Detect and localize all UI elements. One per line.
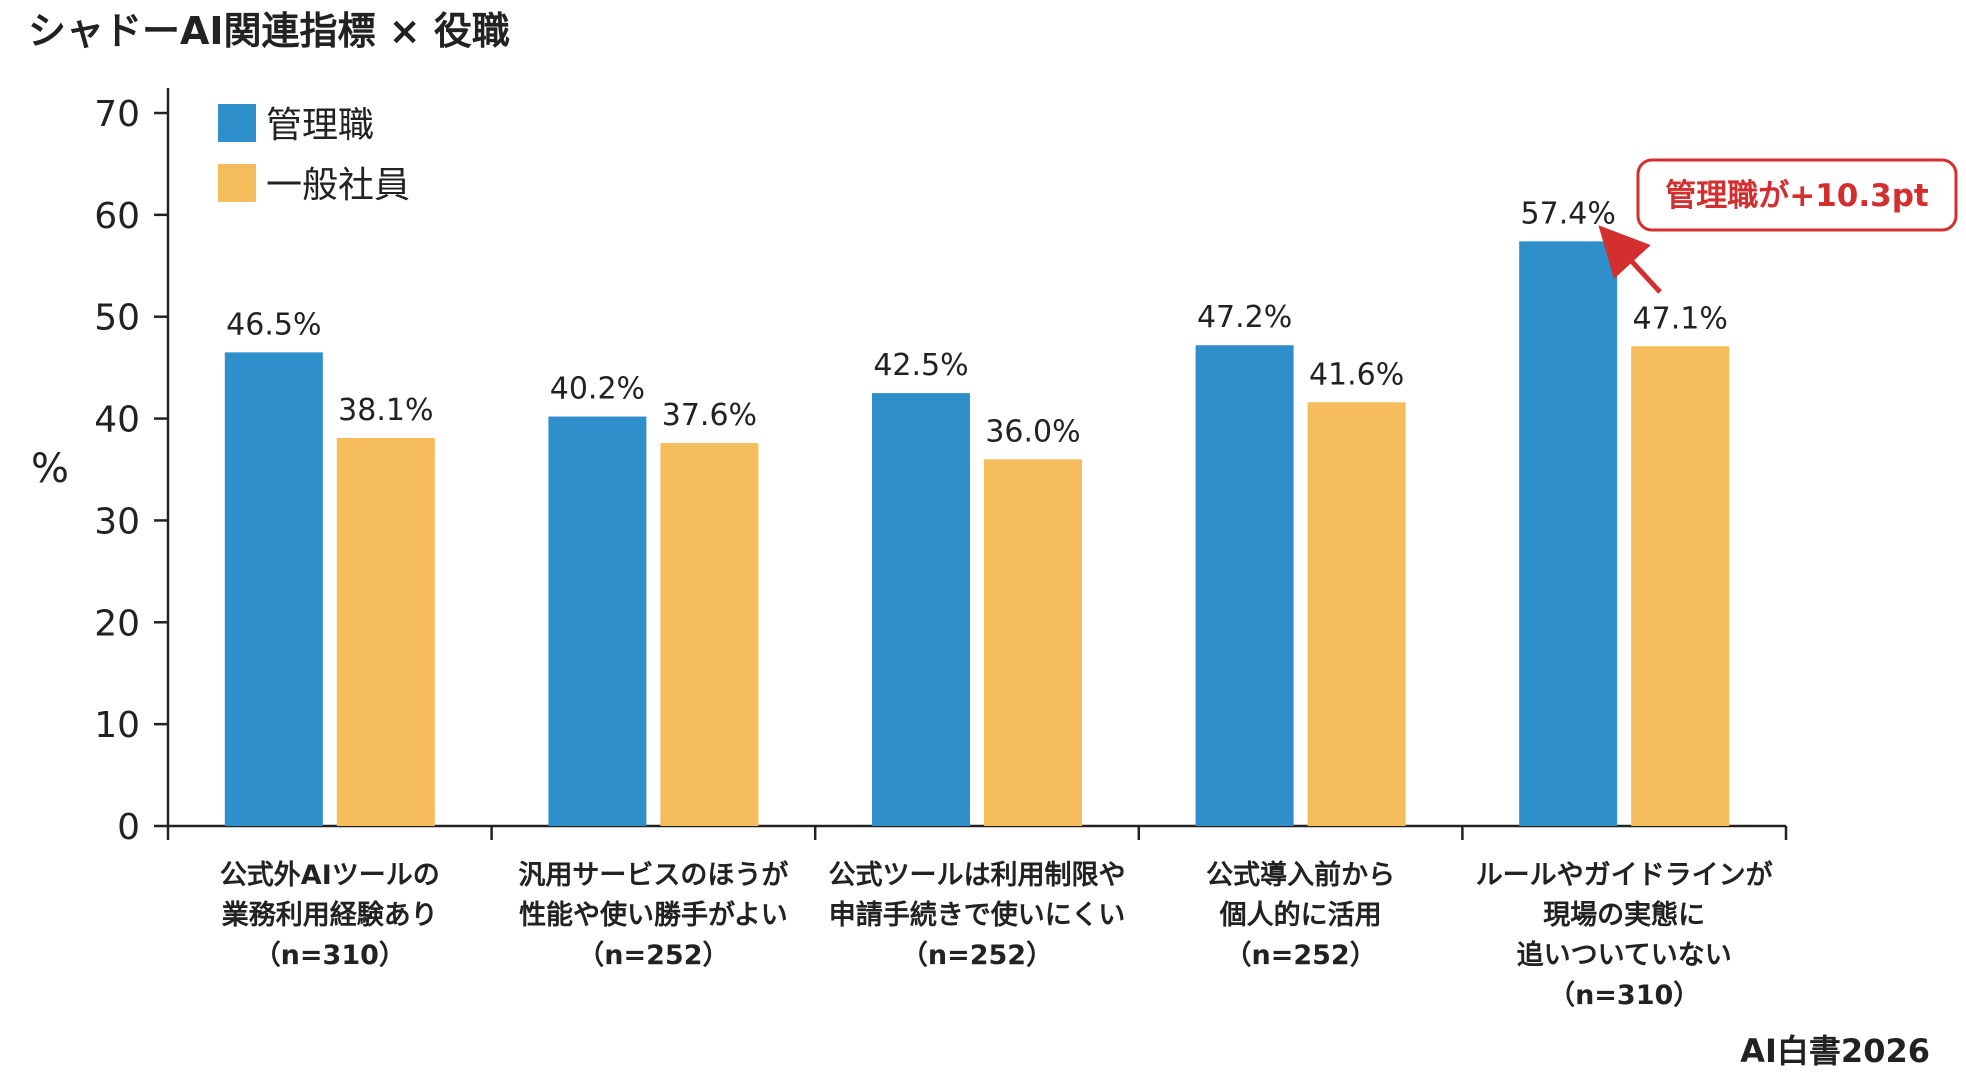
y-axis-label: % (31, 446, 69, 492)
bar-manager-0 (224, 352, 323, 826)
legend: 管理職 一般社員 (218, 104, 410, 206)
y-tick-label: 50 (94, 298, 140, 339)
value-label-employee-2: 36.0% (985, 414, 1080, 449)
bar-manager-4 (1519, 241, 1618, 827)
annotation-arrow (1598, 225, 1662, 294)
legend-label-manager: 管理職 (266, 105, 374, 146)
category-labels: 公式外AIツールの業務利用経験あり （n=310） 汎用サービスのほうが性能や使い勝… (220, 859, 1773, 1011)
category-label-line: 公式導入前から (1206, 859, 1395, 891)
category-label-line: （n=310） (1548, 980, 1700, 1011)
annotation-box (1636, 158, 1958, 232)
category-label-line: 性能や使い勝手がよい (519, 899, 788, 931)
value-label-employee-1: 37.6% (662, 398, 757, 433)
category-label-line: 公式外AIツールの (220, 860, 440, 891)
bar-manager-2 (872, 393, 970, 826)
bar-manager-3 (1195, 345, 1294, 826)
bar-employee-4 (1631, 346, 1730, 826)
legend-swatch-manager (218, 104, 256, 142)
value-label-manager-1: 40.2% (550, 372, 645, 407)
value-label-manager-0: 46.5% (226, 307, 321, 342)
value-label-employee-3: 41.6% (1309, 357, 1404, 392)
value-label-manager-4: 57.4% (1521, 196, 1616, 231)
y-tick-label: 0 (117, 807, 140, 848)
category-label-line: ルールやガイドラインが (1476, 859, 1773, 891)
category-label-line: 個人的に活用 (1219, 899, 1382, 931)
value-label-manager-3: 47.2% (1197, 300, 1292, 335)
category-label-line: 業務利用経験あり (222, 899, 438, 931)
category-label-line: 追いついていない (1517, 939, 1732, 971)
value-label-manager-2: 42.5% (873, 348, 968, 383)
category-label-0: 公式外AIツールの業務利用経験あり （n=310） (220, 860, 440, 971)
y-tick-label: 40 (94, 400, 140, 441)
y-tick-label: 10 (94, 705, 140, 746)
category-label-4: ルールやガイドラインが現場の実態に追いついていない （n=310） (1476, 859, 1773, 1011)
y-tick-label: 30 (94, 501, 140, 542)
bar-manager-1 (548, 416, 647, 826)
category-label-line: 申請手続きで使いにくい (829, 899, 1125, 931)
value-label-employee-0: 38.1% (338, 393, 433, 428)
brand-logo: AI白書2026 (1740, 1032, 1930, 1070)
category-label-line: （n=310） (254, 940, 406, 971)
category-label-line: 公式ツールは利用制限や (829, 860, 1126, 891)
y-tick-label: 70 (94, 94, 140, 135)
bar-employee-0 (336, 437, 435, 826)
legend-label-employee: 一般社員 (266, 165, 410, 206)
y-tick-label: 20 (94, 603, 140, 644)
category-label-line: （n=252） (901, 940, 1053, 971)
value-label-employee-4: 47.1% (1633, 301, 1728, 336)
annotation-callout: 管理職が+10.3pt (1598, 158, 1958, 294)
y-axis: 0 10 20 30 40 50 60 70 (94, 88, 170, 848)
chart-title: シャドーAI関連指標 × 役職 (28, 9, 510, 53)
category-label-line: 汎用サービスのほうが (518, 859, 788, 891)
category-label-1: 汎用サービスのほうが性能や使い勝手がよい （n=252） (518, 859, 788, 971)
category-label-line: （n=252） (577, 940, 729, 971)
category-label-2: 公式ツールは利用制限や申請手続きで使いにくい （n=252） (829, 860, 1126, 971)
x-axis (166, 824, 1788, 840)
y-tick-label: 60 (94, 196, 140, 237)
value-labels: 46.5% 40.2% 42.5% 47.2% 57.4% 38.1% 37.6% 36.0%… (226, 196, 1728, 449)
bar-employee-2 (984, 459, 1082, 826)
bar-employee-3 (1307, 402, 1406, 826)
annotation-text: 管理職が+10.3pt (1665, 178, 1929, 214)
category-label-line: 現場の実態に (1543, 899, 1705, 931)
bar-employee-1 (660, 443, 759, 826)
category-label-3: 公式導入前から個人的に活用 （n=252） (1206, 859, 1395, 971)
bar-group (224, 241, 1730, 827)
legend-swatch-employee (218, 164, 256, 202)
category-label-line: （n=252） (1224, 940, 1376, 971)
